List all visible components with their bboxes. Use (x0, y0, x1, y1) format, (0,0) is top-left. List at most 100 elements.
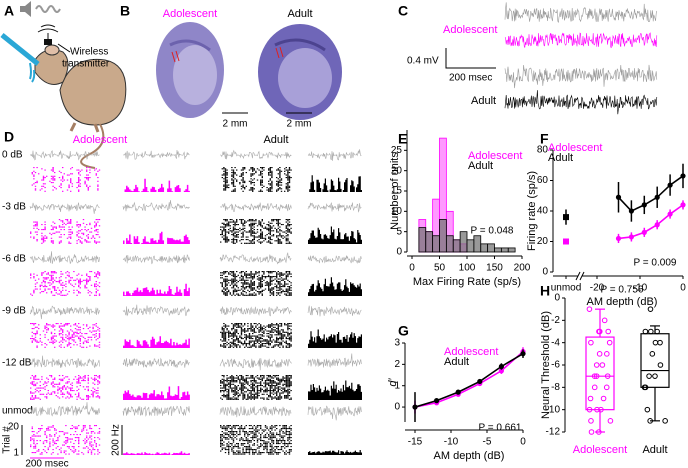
box (585, 336, 615, 411)
group-label: Adult (471, 95, 496, 107)
point (641, 384, 648, 391)
y-tick-label: 0 (396, 247, 402, 258)
point (598, 406, 604, 413)
y-axis-label: Neural Threshold (dB) (540, 311, 552, 419)
y-tick-label: -10 (546, 404, 561, 415)
trace (122, 357, 190, 369)
trace (219, 202, 292, 213)
mouse-illustration (0, 1, 127, 169)
scale-label: 2 mm (223, 119, 248, 130)
line (618, 204, 684, 240)
marker (654, 222, 660, 228)
x-tick-label: 0 (520, 437, 526, 448)
point (600, 395, 607, 402)
marker (641, 202, 647, 208)
psth (123, 178, 190, 192)
psth (123, 231, 190, 244)
marker (477, 378, 483, 385)
point (593, 362, 600, 368)
point (605, 328, 612, 335)
point (604, 351, 610, 357)
point (647, 306, 654, 312)
marker (563, 238, 569, 245)
x-tick-label: Adult (642, 444, 667, 456)
panel-label: D (4, 129, 14, 145)
x-tick-label: 0 (680, 283, 686, 294)
raster (30, 425, 101, 455)
x-tick-label: 100 (459, 263, 476, 274)
point (604, 373, 611, 379)
trace (29, 355, 100, 369)
trace (504, 90, 658, 115)
scale-bar (445, 48, 496, 69)
trace (307, 202, 362, 213)
raster (220, 425, 292, 455)
point (596, 328, 602, 335)
point (596, 429, 602, 435)
bar (439, 219, 447, 253)
point (593, 373, 600, 379)
marker (498, 368, 504, 374)
raster (31, 167, 101, 192)
point (588, 429, 595, 435)
y-tick-label: 20 (391, 165, 403, 176)
bar (507, 247, 516, 253)
marker (628, 234, 635, 240)
trace (29, 402, 100, 417)
brain-slices (156, 22, 342, 120)
line (414, 350, 524, 408)
y-tick-label: -4 (551, 337, 560, 348)
x-tick-label: -20 (590, 283, 605, 294)
trace (29, 202, 100, 214)
y-tick-label: 25 (391, 145, 403, 156)
point (647, 418, 653, 424)
trace (219, 305, 292, 317)
panel-label: C (398, 3, 408, 19)
y-tick-label: 10 (391, 206, 403, 217)
point (652, 339, 659, 346)
line (414, 352, 524, 408)
marker (680, 202, 686, 208)
point (646, 373, 652, 379)
row-label: unmod (2, 406, 33, 417)
bar (500, 247, 509, 253)
trace (220, 149, 292, 160)
point (607, 418, 614, 424)
trace (307, 255, 362, 264)
y-tick-label: 60 (537, 175, 549, 186)
point (649, 351, 656, 357)
y-axis-label: Number of units (389, 152, 401, 230)
bar (494, 247, 502, 253)
y-axis-label: d′ (387, 377, 399, 386)
legend-label: Adult (468, 160, 493, 172)
raster (220, 375, 292, 400)
panel-label: A (4, 3, 14, 19)
point (642, 328, 649, 335)
panel-label: B (120, 3, 130, 19)
point (586, 406, 593, 413)
psth (308, 226, 363, 244)
marker (615, 235, 622, 242)
marker (455, 389, 461, 395)
marker (412, 404, 418, 410)
bar (425, 231, 434, 253)
y-tick-label: 15 (391, 186, 403, 197)
trace (219, 406, 292, 418)
psth (123, 386, 190, 400)
annotation: P = 0.009 (634, 258, 677, 269)
line (617, 175, 684, 212)
trace (122, 405, 190, 417)
y-tick-label: -2 (551, 315, 560, 326)
psth (308, 277, 363, 296)
annotation: transmitter (62, 59, 110, 70)
point (599, 362, 606, 368)
scale-label: 200 Hz (111, 424, 122, 456)
x-axis-label: Max Firing Rate (sp/s) (413, 276, 521, 288)
marker (667, 182, 673, 188)
trace (307, 149, 362, 161)
point (603, 384, 610, 391)
y-tick-label: 0 (394, 402, 400, 413)
y-tick-label: 40 (537, 206, 549, 217)
point (601, 317, 608, 324)
